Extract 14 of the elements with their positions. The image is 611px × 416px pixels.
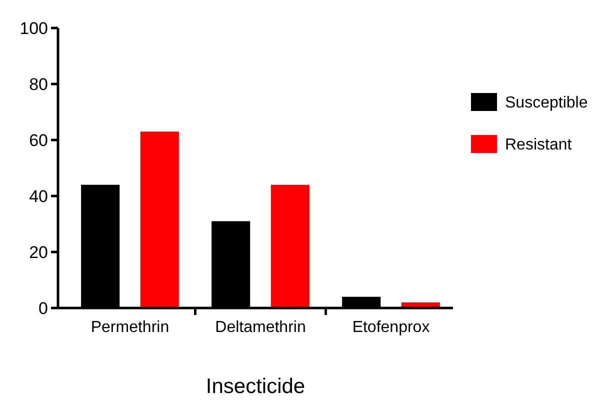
- y-tick-label: 20: [29, 242, 48, 262]
- legend-label: Resistant: [505, 136, 572, 154]
- y-tick-label: 80: [29, 74, 48, 94]
- legend-label: Susceptible: [505, 94, 588, 112]
- y-tick-label: 40: [29, 186, 48, 206]
- bar: [270, 184, 310, 308]
- x-tick-label: Etofenprox: [352, 319, 430, 336]
- y-tick-label: 100: [20, 18, 48, 38]
- x-tick-label: Permethrin: [90, 319, 170, 336]
- x-tick-label: Deltamethrin: [215, 319, 306, 336]
- y-tick-label: 60: [29, 130, 48, 150]
- y-tick-label: 0: [38, 298, 48, 318]
- bar: [140, 132, 179, 308]
- x-axis-title: Insecticide: [206, 375, 306, 398]
